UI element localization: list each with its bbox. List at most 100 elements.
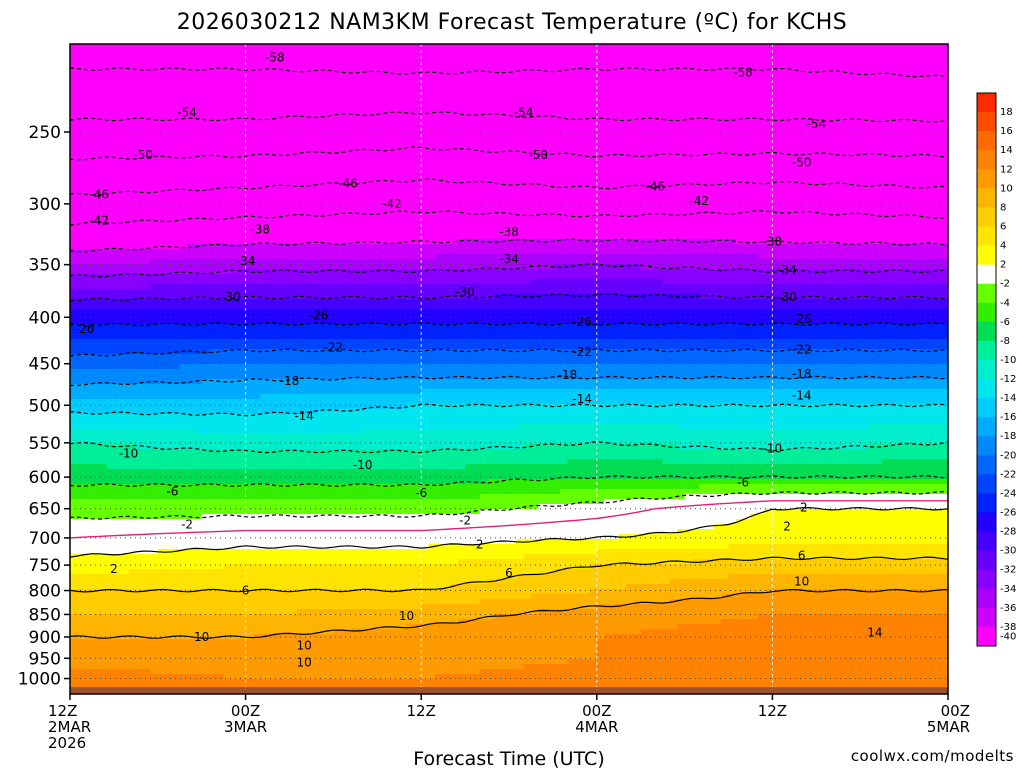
heatmap-cell [560, 244, 569, 250]
heatmap-cell [157, 224, 166, 230]
heatmap-cell [889, 99, 898, 105]
heatmap-cell [282, 209, 291, 215]
heatmap-cell [552, 209, 561, 215]
heatmap-cell [304, 159, 313, 165]
heatmap-cell [384, 249, 393, 255]
heatmap-cell [326, 54, 334, 60]
heatmap-cell [128, 49, 137, 55]
heatmap-cell [91, 69, 100, 75]
heatmap-cell [340, 234, 349, 240]
heatmap-cell [201, 234, 210, 240]
heatmap-cell [494, 249, 503, 255]
heatmap-cell [391, 44, 400, 50]
heatmap-cell [121, 219, 130, 225]
heatmap-cell [772, 194, 781, 200]
heatmap-cell [940, 74, 948, 80]
heatmap-cell [889, 194, 898, 200]
heatmap-cell [545, 149, 554, 155]
heatmap-cell [260, 224, 269, 230]
heatmap-cell [494, 54, 503, 60]
heatmap-cell [91, 179, 100, 185]
heatmap-cell [852, 229, 861, 235]
heatmap-cell [318, 229, 327, 235]
heatmap-cell [113, 199, 122, 205]
heatmap-cell [933, 224, 942, 230]
heatmap-cell [933, 129, 942, 135]
heatmap-cell [867, 99, 876, 105]
heatmap-cell [530, 89, 539, 95]
heatmap-cell [384, 144, 393, 150]
heatmap-cell [757, 169, 766, 175]
heatmap-cell [567, 249, 576, 255]
heatmap-cell [677, 79, 686, 85]
heatmap-cell [296, 219, 305, 225]
heatmap-cell [787, 149, 795, 155]
heatmap-cell [640, 139, 649, 145]
heatmap-cell [428, 104, 437, 110]
heatmap-cell [157, 159, 166, 165]
heatmap-cell [165, 184, 174, 190]
heatmap-cell [150, 129, 159, 135]
heatmap-cell [391, 224, 400, 230]
heatmap-cell [582, 189, 591, 195]
heatmap-cell [516, 229, 525, 235]
heatmap-cell [662, 94, 671, 100]
heatmap-cell [479, 194, 488, 200]
heatmap-cell [391, 174, 400, 180]
heatmap-cell [399, 189, 408, 195]
heatmap-cell [355, 209, 364, 215]
heatmap-cell [845, 164, 854, 170]
heatmap-cell [860, 94, 869, 100]
heatmap-cell [150, 149, 159, 155]
heatmap-cell [340, 89, 349, 95]
heatmap-cell [735, 214, 744, 220]
heatmap-cell [128, 164, 137, 170]
heatmap-cell [560, 99, 569, 105]
heatmap-cell [384, 179, 393, 185]
heatmap-cell [465, 154, 474, 160]
heatmap-cell [794, 54, 803, 60]
heatmap-cell [77, 164, 86, 170]
heatmap-cell [655, 214, 664, 220]
heatmap-cell [355, 69, 364, 75]
heatmap-cell [223, 194, 232, 200]
heatmap-cell [882, 59, 891, 65]
heatmap-cell [816, 164, 825, 170]
heatmap-cell [574, 109, 583, 115]
heatmap-cell [487, 204, 495, 210]
heatmap-cell [106, 199, 115, 205]
heatmap-cell [655, 174, 664, 180]
heatmap-cell [135, 94, 144, 100]
heatmap-cell [648, 99, 656, 105]
heatmap-cell [538, 154, 547, 160]
heatmap-cell [165, 134, 174, 140]
heatmap-cell [567, 94, 576, 100]
heatmap-cell [713, 109, 722, 115]
heatmap-cell [523, 54, 532, 60]
heatmap-cell [604, 109, 613, 115]
heatmap-cell [326, 194, 334, 200]
heatmap-cell [84, 194, 93, 200]
heatmap-cell [209, 169, 217, 175]
heatmap-cell [728, 104, 737, 110]
heatmap-cell [457, 249, 466, 255]
heatmap-cell [143, 144, 152, 150]
heatmap-cell [91, 224, 100, 230]
heatmap-cell [479, 224, 488, 230]
heatmap-cell [640, 204, 649, 210]
heatmap-cell [113, 204, 122, 210]
heatmap-cell [348, 149, 356, 155]
heatmap-cell [304, 219, 313, 225]
heatmap-cell [896, 214, 905, 220]
heatmap-cell [223, 214, 232, 220]
heatmap-cell [867, 244, 876, 250]
heatmap-cell [428, 174, 437, 180]
heatmap-cell [904, 159, 913, 165]
heatmap-cell [77, 219, 86, 225]
heatmap-cell [640, 129, 649, 135]
heatmap-cell [904, 94, 913, 100]
heatmap-cell [304, 184, 313, 190]
heatmap-cell [245, 139, 254, 145]
heatmap-cell [757, 159, 766, 165]
heatmap-cell [545, 204, 554, 210]
